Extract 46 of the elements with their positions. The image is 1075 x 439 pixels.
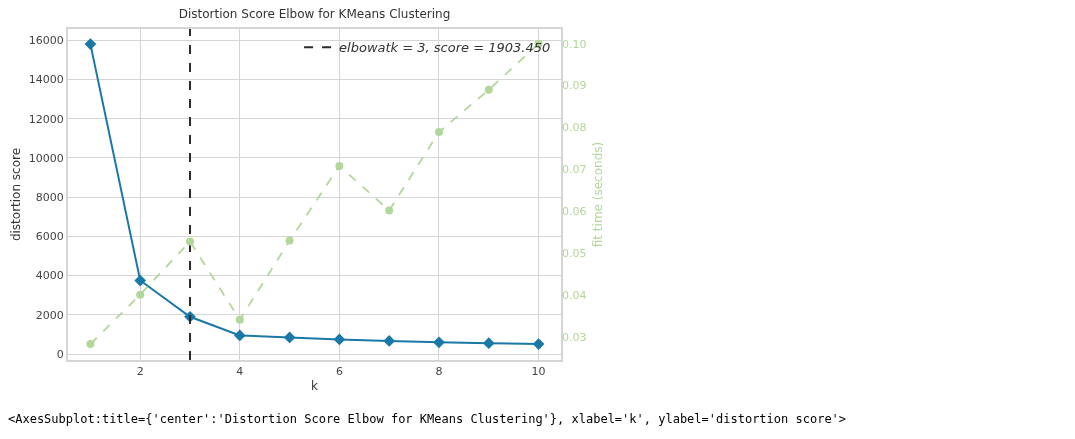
y-tick-label: 2000 <box>35 308 64 322</box>
y-tick-label: 0 <box>56 347 64 361</box>
point <box>482 337 495 349</box>
point <box>433 336 445 349</box>
point <box>335 162 344 171</box>
ref-line-label: elbowatk = 3, score = 1903.450 <box>339 40 551 56</box>
y2-tick-label: 0.04 <box>562 288 587 302</box>
point <box>84 38 97 50</box>
point <box>484 85 493 94</box>
x-tick-label: 4 <box>236 365 244 379</box>
point <box>233 329 246 342</box>
text: <AxesSubplot:title={'center':'Distortion Score Elbow for KMeans Clustering'}, xlabel='k', ylabel='distortion score'> <box>8 412 847 426</box>
y-tick-label: 14000 <box>28 73 64 87</box>
y-tick-label: 10000 <box>28 151 64 165</box>
point <box>532 338 545 350</box>
y2-tick-label: 0.06 <box>562 205 587 219</box>
y-tick-label: 6000 <box>35 230 64 244</box>
y2-axis-title: fit time (seconds) <box>591 141 606 248</box>
point <box>434 128 443 137</box>
y-tick-label: 4000 <box>35 269 64 283</box>
y2-tick-label: 0.07 <box>562 163 587 177</box>
point <box>333 333 346 346</box>
y2-tick-label: 0.10 <box>562 37 587 51</box>
x-tick-label: 10 <box>531 365 546 379</box>
y-tick-label: 8000 <box>35 191 64 204</box>
y2-tick-label: 0.09 <box>562 79 587 93</box>
y-axis-title: distortion score <box>8 147 23 242</box>
point <box>186 237 195 246</box>
point <box>283 331 296 344</box>
y2-tick-label: 0.05 <box>562 247 587 261</box>
point <box>136 290 145 299</box>
x-tick-label: 8 <box>435 365 443 379</box>
y-tick-label: 16000 <box>28 34 64 48</box>
point <box>385 206 394 215</box>
x-axis-title: k <box>311 378 319 393</box>
point <box>86 340 95 349</box>
x-tick-label: 2 <box>136 365 144 379</box>
chart-title: Distortion Score Elbow for KMeans Clustering <box>178 7 451 22</box>
point <box>134 274 147 287</box>
y-tick-label: 12000 <box>28 112 64 126</box>
y2-tick-label: 0.03 <box>562 330 587 344</box>
y2-tick-label: 0.08 <box>562 121 587 135</box>
point <box>285 236 294 245</box>
x-tick-label: 6 <box>335 365 343 379</box>
point <box>383 335 396 347</box>
point <box>235 315 244 324</box>
